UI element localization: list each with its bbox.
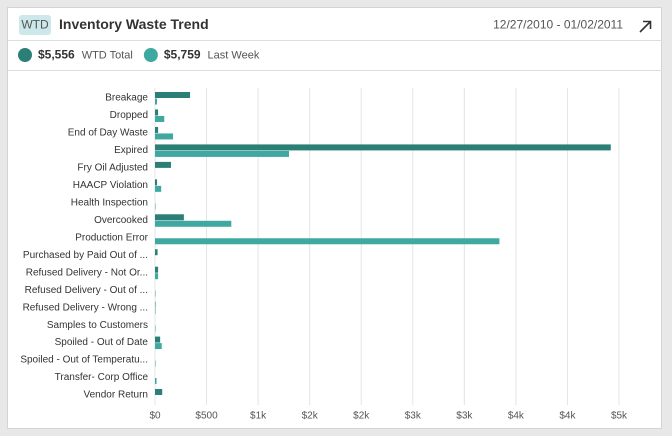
bar [155,266,159,273]
bar [155,150,290,157]
y-tick-label: Dropped [110,110,148,121]
bar [155,144,611,151]
bar [155,115,165,122]
y-tick-label: End of Day Waste [68,128,149,139]
card [7,7,662,429]
bar [155,336,161,343]
bar [155,388,163,395]
x-tick-label: $2k [353,411,370,422]
x-tick-label: $4k [508,411,525,422]
legend-swatch [143,48,158,62]
expand-icon[interactable] [639,20,652,33]
legend-label: WTD Total [82,49,133,61]
bar [155,378,157,385]
bar [155,325,156,332]
bar [155,92,191,98]
title: Inventory Waste Trend [59,16,209,32]
bar [155,203,156,210]
bar [155,179,158,186]
bar [155,161,171,168]
y-tick-label: Overcooked [94,215,148,226]
bar [155,343,162,350]
bar [155,290,156,297]
badge-text: WTD [21,18,49,32]
y-tick-label: Refused Delivery - Out of ... [25,285,148,296]
y-tick-label: HAACP Violation [73,180,148,191]
x-tick-label: $5k [611,411,628,422]
x-tick-label: $500 [195,411,218,422]
bar [155,273,159,280]
y-tick-label: Expired [114,145,148,156]
badge [19,15,51,35]
legend-swatch [18,48,32,62]
bar [155,109,159,116]
bar [155,301,156,308]
legend-total: $5,556 [38,48,75,62]
y-tick-label: Health Inspection [71,197,148,208]
y-tick-label: Breakage [105,93,148,104]
legend-total: $5,759 [164,48,201,62]
y-tick-label: Transfer- Corp Office [55,372,149,383]
bar [155,214,184,221]
x-tick-label: $3k [405,411,422,422]
bar [155,249,158,256]
x-tick-label: $4k [559,411,576,422]
bar [155,98,158,105]
bar [155,308,156,315]
y-tick-label: Refused Delivery - Wrong ... [23,302,148,313]
x-tick-label: $2k [302,411,319,422]
y-tick-label: Vendor Return [84,390,149,401]
bar [155,185,162,192]
y-tick-label: Refused Delivery - Not Or... [26,267,148,278]
x-tick-label: $0 [149,411,161,422]
y-tick-label: Purchased by Paid Out of ... [23,250,148,261]
y-tick-label: Samples to Customers [47,320,148,331]
bar [155,220,232,227]
y-tick-label: Production Error [75,232,148,243]
x-tick-label: $3k [456,411,473,422]
y-tick-label: Fry Oil Adjusted [77,163,148,174]
bar [155,360,156,367]
legend-label: Last Week [208,49,260,61]
bar [155,126,159,133]
bar [155,238,500,245]
y-tick-label: Spoiled - Out of Temperatu... [20,355,148,366]
bar [155,133,174,140]
date-range: 12/27/2010 - 01/02/2011 [493,18,623,32]
y-tick-label: Spoiled - Out of Date [55,337,149,348]
x-tick-label: $1k [250,411,267,422]
